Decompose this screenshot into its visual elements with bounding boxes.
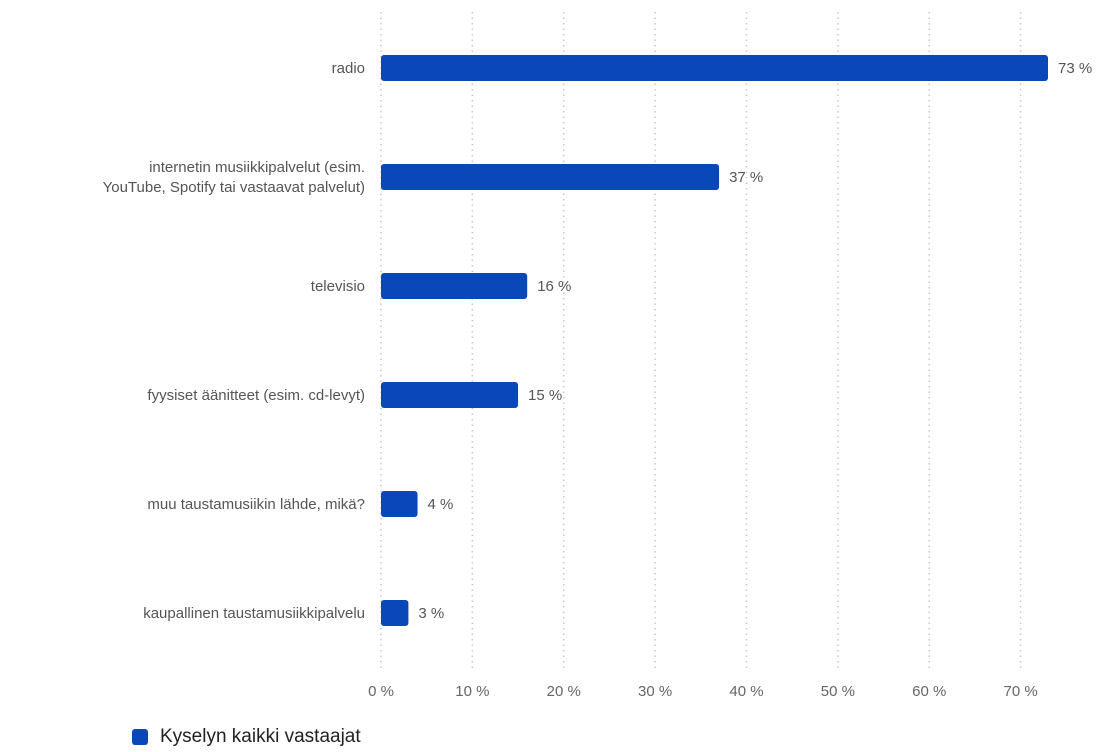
category-label: fyysiset äänitteet (esim. cd-levyt) [147,387,365,404]
data-label: 15 % [528,387,562,404]
category-label: YouTube, Spotify tai vastaavat palvelut) [103,179,365,196]
x-tick-label: 60 % [912,683,946,700]
x-tick-label: 50 % [821,683,855,700]
legend-swatch [132,729,148,745]
bar [381,382,519,408]
bar [381,491,418,517]
legend: Kyselyn kaikki vastaajat [132,726,361,748]
category-label: muu taustamusiikin lähde, mikä? [147,496,365,513]
bar-chart: radio internetin musiikkipalvelut (esim. Y… [103,12,1092,700]
bar [381,600,409,626]
x-tick-label: 0 % [368,683,394,700]
category-label: internetin musiikkipalvelut (esim. [149,159,365,176]
bar [381,164,720,190]
data-label: 3 % [418,605,444,622]
data-label: 73 % [1058,60,1092,77]
data-label: 37 % [729,169,763,186]
bars [381,55,1048,626]
x-tick-label: 70 % [1003,683,1037,700]
bar [381,55,1048,81]
x-axis-ticks: 0 % 10 % 20 % 30 % 40 % 50 % 60 % 70 % [368,683,1038,700]
category-label: kaupallinen taustamusiikkipalvelu [143,605,365,622]
x-tick-label: 20 % [547,683,581,700]
x-tick-label: 40 % [729,683,763,700]
category-label: radio [332,60,365,77]
category-label: televisio [311,278,365,295]
x-tick-label: 30 % [638,683,672,700]
legend-label: Kyselyn kaikki vastaajat [160,726,361,747]
category-labels: radio internetin musiikkipalvelut (esim. Y… [103,60,365,622]
value-labels: 73 % 37 % 16 % 15 % 4 % 3 % [418,60,1092,622]
bar [381,273,528,299]
x-tick-label: 10 % [455,683,489,700]
data-label: 16 % [537,278,571,295]
data-label: 4 % [428,496,454,513]
gridlines [380,12,1022,668]
